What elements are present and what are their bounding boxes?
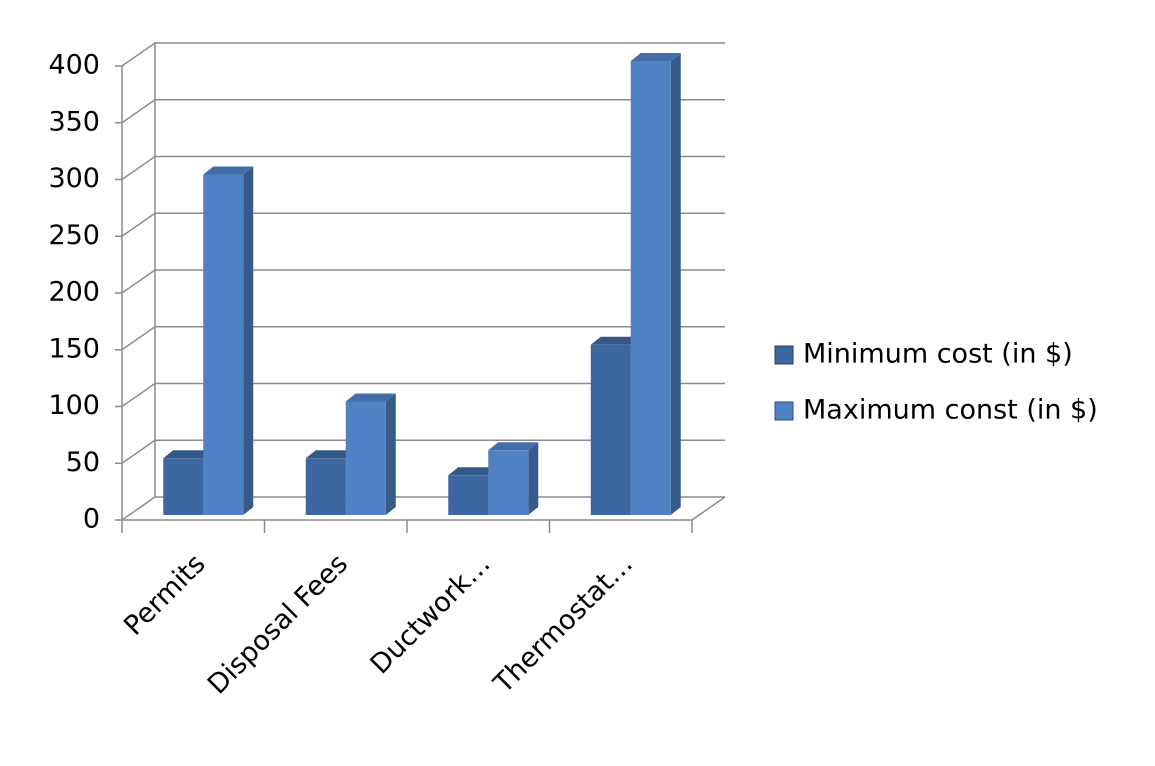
bar-side (670, 53, 681, 515)
grid-line (121, 382, 156, 408)
y-tick-label: 50 (66, 447, 100, 478)
bar (448, 467, 499, 515)
bar-top (345, 393, 396, 402)
legend-label: Minimum cost (in $) (803, 339, 1073, 370)
bar-top (630, 53, 681, 61)
bar-front (305, 458, 346, 515)
grid-line (121, 99, 156, 124)
legend-swatch (774, 401, 794, 421)
bar-front (203, 174, 244, 515)
bar-front (163, 458, 204, 515)
bar-front (590, 344, 631, 515)
x-tick-label: Ductwork… (365, 548, 497, 680)
grid-line (121, 155, 156, 181)
grid-line (121, 269, 156, 294)
bar (630, 53, 681, 515)
bar-side (385, 393, 396, 515)
y-tick-label: 0 (83, 504, 100, 535)
bar-top (203, 166, 254, 175)
x-tick-label: Disposal Fees (202, 548, 354, 700)
bar-front (345, 401, 386, 515)
floor-edge (691, 496, 726, 521)
bar-top (488, 442, 539, 451)
legend-label: Maximum const (in $) (803, 395, 1098, 426)
grid-line (121, 496, 156, 521)
bar (203, 166, 254, 515)
bar-side (243, 166, 254, 515)
grid-line (121, 439, 156, 464)
bar (345, 393, 396, 515)
bar (488, 442, 539, 515)
y-tick-label: 350 (48, 106, 100, 137)
bar (163, 450, 214, 515)
y-tick-label: 300 (48, 163, 100, 194)
bar-front (630, 61, 671, 515)
x-tick-label: Thermostat… (487, 548, 639, 700)
y-tick-label: 250 (48, 220, 100, 251)
y-tick-label: 200 (48, 277, 100, 308)
x-tick-label: Permits (118, 548, 211, 641)
y-tick-label: 100 (48, 390, 100, 421)
legend-swatch (774, 345, 794, 365)
bar-top (305, 450, 356, 459)
bar-front (448, 475, 489, 515)
y-tick-label: 400 (48, 50, 100, 81)
bar-front (488, 450, 529, 515)
grid-line (121, 326, 156, 351)
bar-top (590, 336, 641, 345)
bar-top (448, 467, 499, 476)
bar-side (528, 442, 539, 515)
grid-line (121, 212, 156, 237)
bar-top (163, 450, 214, 459)
grid-line (121, 42, 156, 67)
y-tick-label: 150 (48, 333, 100, 364)
